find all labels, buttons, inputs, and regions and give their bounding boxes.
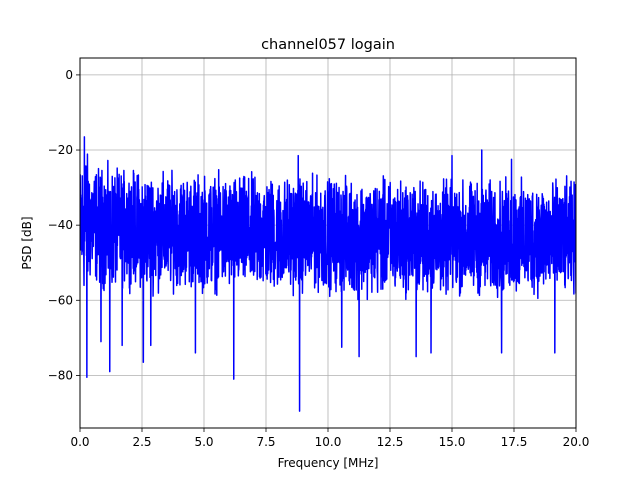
y-axis-ticks: 0 −20 −40 −60 −80 (48, 68, 80, 382)
x-axis-label: Frequency [MHz] (278, 456, 379, 470)
x-tick-label: 15.0 (439, 435, 466, 449)
x-tick-label: 7.5 (256, 435, 275, 449)
psd-line (80, 136, 576, 412)
x-axis-ticks: 0.0 2.5 5.0 7.5 10.0 12.5 15.0 17.5 20.0 (70, 428, 589, 449)
y-tick-label: 0 (65, 68, 73, 82)
x-tick-label: 12.5 (377, 435, 404, 449)
x-tick-label: 5.0 (194, 435, 213, 449)
x-tick-label: 17.5 (501, 435, 528, 449)
psd-series (80, 136, 576, 412)
x-tick-label: 20.0 (563, 435, 590, 449)
chart-title: channel057 logain (261, 37, 395, 53)
x-tick-label: 10.0 (315, 435, 342, 449)
x-tick-label: 2.5 (132, 435, 151, 449)
y-tick-label: −80 (48, 368, 73, 382)
y-tick-label: −20 (48, 143, 73, 157)
y-tick-label: −40 (48, 218, 73, 232)
y-tick-label: −60 (48, 293, 73, 307)
y-axis-label: PSD [dB] (20, 216, 34, 269)
x-tick-label: 0.0 (70, 435, 89, 449)
